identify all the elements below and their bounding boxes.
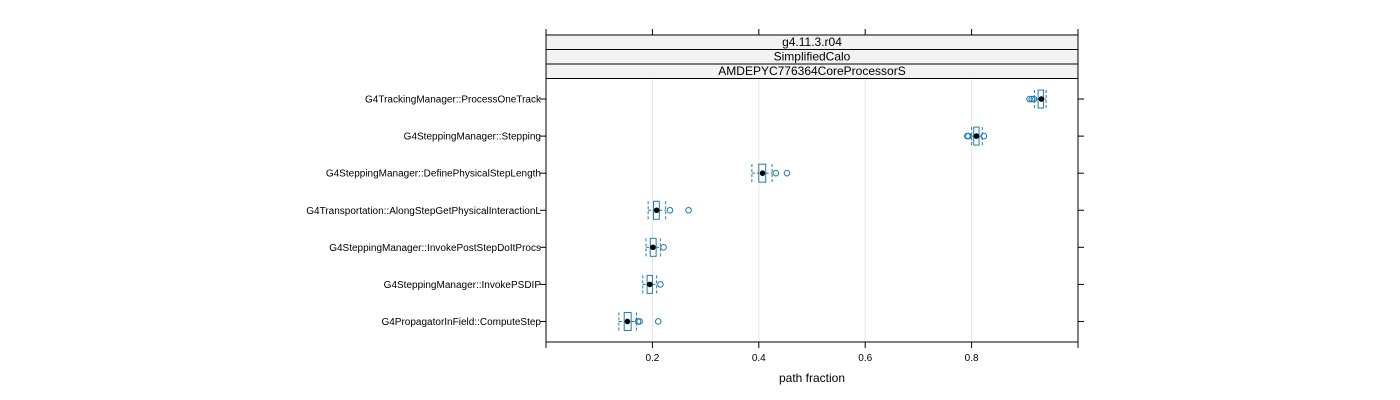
outlier-point	[636, 318, 643, 325]
box-1	[964, 126, 988, 146]
category-label: G4SteppingManager::InvokePostStepDoItPro…	[329, 243, 541, 254]
category-label: G4Transportation::AlongStepGetPhysicalIn…	[306, 206, 541, 217]
outlier-point	[654, 318, 662, 325]
median-dot	[646, 281, 653, 288]
box-0	[1026, 89, 1047, 109]
x-axis-label: path fraction	[779, 371, 845, 385]
outlier-point	[685, 206, 692, 214]
category-label: G4SteppingManager::InvokePSDIP	[384, 280, 542, 291]
category-label: G4PropagatorInField::ComputeStep	[381, 317, 541, 328]
x-tick-label: 0.4	[752, 353, 766, 364]
median-dot	[650, 244, 656, 251]
panel-strip-label: AMDEPYC776364CoreProcessorS	[718, 64, 905, 78]
box-6	[618, 311, 662, 331]
outlier-point	[965, 132, 972, 140]
outlier-point	[783, 169, 791, 177]
category-label: G4TrackingManager::ProcessOneTrack	[365, 95, 542, 106]
outlier-point	[660, 244, 667, 251]
outlier-point	[1026, 95, 1033, 103]
panel-strips: g4.11.3.r04SimplifiedCaloAMDEPYC776364Co…	[545, 34, 1079, 79]
x-tick-label: 0.2	[645, 353, 659, 364]
outlier-point	[657, 281, 664, 288]
panel-frame	[545, 78, 1079, 343]
median-dot	[653, 207, 660, 214]
box-3	[647, 200, 692, 220]
outlier-point	[1030, 95, 1038, 103]
outlier-point	[666, 206, 674, 214]
median-dot	[759, 170, 766, 176]
category-labels: G4TrackingManager::ProcessOneTrackG4Step…	[306, 95, 1084, 328]
box-4	[645, 237, 667, 257]
plot-area	[545, 78, 1079, 343]
outlier-point	[980, 132, 988, 140]
outlier-point	[772, 169, 780, 177]
median-dot	[624, 318, 631, 325]
category-label: G4SteppingManager::Stepping	[404, 132, 541, 143]
median-dot	[973, 133, 980, 139]
panel-strip-label: SimplifiedCalo	[774, 50, 851, 64]
outlier-point	[1028, 95, 1036, 103]
panel-strip-label: g4.11.3.r04	[782, 35, 842, 49]
box-5	[642, 274, 664, 294]
category-label: G4SteppingManager::DefinePhysicalStepLen…	[326, 169, 541, 180]
x-tick-label: 0.6	[858, 353, 872, 364]
grid-lines	[651, 78, 973, 342]
x-axis: 0.2 0.4 0.6 0.8	[545, 29, 1079, 364]
x-tick-label: 0.8	[965, 353, 979, 364]
median-dot	[1038, 96, 1045, 102]
box-2	[751, 163, 791, 183]
